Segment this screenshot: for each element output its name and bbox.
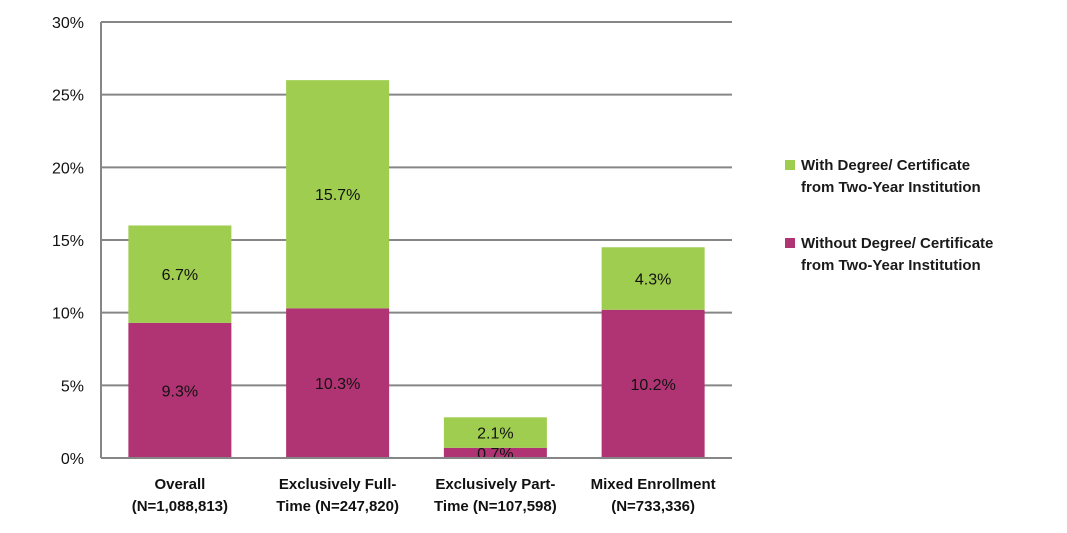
legend-label-line2: from Two-Year Institution xyxy=(801,179,981,196)
data-label: 2.1% xyxy=(477,426,513,443)
x-tick-label: Exclusively Part- xyxy=(435,476,555,493)
data-label: 9.3% xyxy=(162,383,198,400)
bar-segment xyxy=(128,322,232,458)
data-label: 0.7% xyxy=(477,446,513,463)
y-tick-label: 15% xyxy=(52,233,84,250)
legend-label-line1: With Degree/ Certificate xyxy=(801,157,971,174)
x-tick-label: (N=1,088,813) xyxy=(132,498,228,515)
bar-segment xyxy=(128,225,232,323)
data-label: 10.2% xyxy=(630,377,675,394)
y-tick-label: 0% xyxy=(61,451,84,468)
x-tick-label: Overall xyxy=(154,476,205,493)
bar-segment xyxy=(443,447,547,458)
legend-item-with-degree: With Degree/ Certificate from Two-Year I… xyxy=(785,155,1041,199)
data-label: 10.3% xyxy=(315,376,360,393)
bar-segment xyxy=(601,247,705,310)
x-tick-label: (N=733,336) xyxy=(611,498,695,515)
legend-label-line2: from Two-Year Institution xyxy=(801,257,981,274)
legend-label-line1: Without Degree/ Certificate xyxy=(801,235,994,252)
bar-segment xyxy=(601,309,705,458)
x-tick-label: Exclusively Full- xyxy=(279,476,397,493)
legend-swatch-with-degree xyxy=(785,160,795,170)
bar-segment xyxy=(443,417,547,448)
data-label: 6.7% xyxy=(162,267,198,284)
y-tick-label: 10% xyxy=(52,306,84,323)
bar-segment xyxy=(286,80,390,309)
y-tick-label: 25% xyxy=(52,88,84,105)
y-tick-label: 5% xyxy=(61,378,84,395)
y-tick-label: 20% xyxy=(52,160,84,177)
x-tick-label: Mixed Enrollment xyxy=(591,476,716,493)
data-label: 15.7% xyxy=(315,187,360,204)
bar-segment xyxy=(286,308,390,458)
x-tick-label: Time (N=107,598) xyxy=(434,498,557,515)
x-tick-label: Time (N=247,820) xyxy=(276,498,399,515)
legend-swatch-without-degree xyxy=(785,238,795,248)
legend-item-without-degree: Without Degree/ Certificate from Two-Yea… xyxy=(785,233,1041,277)
data-label: 4.3% xyxy=(635,272,671,289)
y-tick-label: 30% xyxy=(52,15,84,32)
